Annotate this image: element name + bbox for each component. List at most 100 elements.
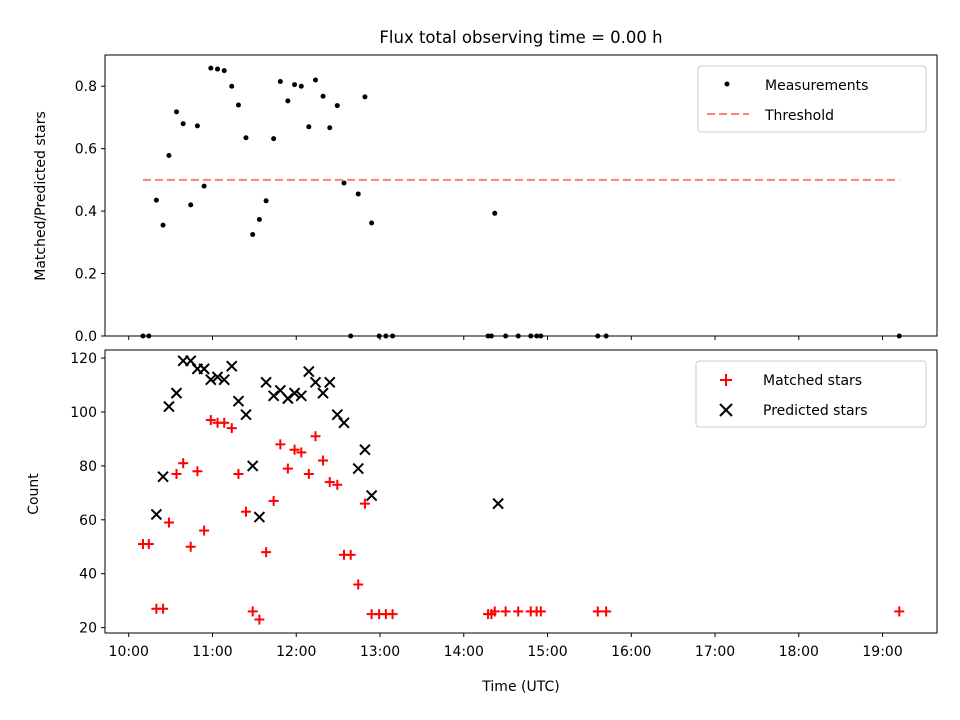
matched-star-point bbox=[387, 609, 398, 620]
legend-threshold-label: Threshold bbox=[764, 108, 834, 124]
measurement-point bbox=[235, 102, 241, 108]
predicted-star-point bbox=[309, 376, 322, 389]
measurement-point bbox=[341, 180, 347, 186]
matched-star-point bbox=[282, 463, 293, 474]
top-panel-ylabel: Matched/Predicted stars bbox=[33, 111, 49, 281]
measurement-point bbox=[334, 103, 340, 109]
bottom-legend-box bbox=[695, 360, 927, 428]
matched-star-point bbox=[289, 444, 300, 455]
x-tick-label: 10:00 bbox=[109, 644, 149, 660]
matched-star-point bbox=[303, 468, 314, 479]
matched-star-point bbox=[158, 603, 169, 614]
matched-star-point bbox=[219, 417, 230, 428]
matched-star-point bbox=[500, 606, 511, 617]
predicted-star-point bbox=[260, 376, 272, 389]
top-panel-frame bbox=[104, 54, 938, 337]
matched-star-point bbox=[332, 479, 343, 490]
predicted-star-point bbox=[352, 462, 364, 475]
matched-star-point bbox=[513, 606, 524, 617]
y-tick-label: 20 bbox=[79, 621, 97, 637]
measurement-point bbox=[201, 183, 207, 189]
measurement-point bbox=[355, 191, 361, 197]
legend-measurements-label: Measurements bbox=[765, 78, 868, 94]
measurement-point bbox=[180, 121, 186, 127]
measurement-point bbox=[160, 222, 166, 228]
predicted-star-point bbox=[150, 508, 163, 521]
bottom-panel-marks bbox=[137, 355, 905, 625]
measurement-point bbox=[263, 198, 269, 204]
measurement-point bbox=[188, 202, 194, 208]
predicted-star-point bbox=[303, 365, 315, 378]
predicted-star-point bbox=[365, 489, 378, 502]
y-tick-label: 100 bbox=[70, 405, 97, 421]
measurement-point bbox=[277, 79, 283, 85]
measurement-point bbox=[256, 217, 262, 223]
x-tick-label: 12:00 bbox=[276, 644, 316, 660]
measurement-point bbox=[215, 66, 221, 72]
predicted-star-point bbox=[359, 444, 371, 456]
measurement-point bbox=[250, 232, 256, 238]
matched-star-point bbox=[592, 606, 603, 617]
bottom-panel-frame bbox=[104, 349, 938, 634]
matched-star-point bbox=[359, 498, 370, 509]
y-tick-label: 0.2 bbox=[75, 267, 97, 283]
measurement-point bbox=[153, 197, 159, 203]
x-tick-label: 11:00 bbox=[192, 644, 232, 660]
x-tick-label: 17:00 bbox=[695, 644, 735, 660]
predicted-star-point bbox=[317, 387, 329, 399]
measurement-point bbox=[327, 125, 333, 131]
predicted-star-point bbox=[288, 387, 301, 399]
x-tick-label: 15:00 bbox=[527, 644, 567, 660]
measurement-point bbox=[362, 94, 368, 100]
matched-star-point bbox=[318, 455, 329, 466]
y-tick-label: 0.0 bbox=[75, 329, 97, 345]
predicted-star-point bbox=[170, 387, 183, 399]
top-panel-ticks: 0.0 0.2 0.4 0.6 0.8 bbox=[75, 79, 884, 345]
matched-star-point bbox=[199, 525, 210, 536]
predicted-star-point bbox=[163, 400, 175, 413]
predicted-star-point bbox=[205, 373, 217, 386]
matched-star-point bbox=[143, 539, 154, 550]
y-tick-label: 0.4 bbox=[75, 204, 97, 220]
top-legend-box bbox=[697, 65, 927, 133]
predicted-star-point bbox=[218, 373, 230, 386]
legend-matched-marker bbox=[720, 374, 732, 386]
measurement-point bbox=[313, 77, 319, 83]
y-tick-label: 0.8 bbox=[75, 79, 97, 95]
matched-star-point bbox=[535, 606, 546, 617]
measurement-point bbox=[320, 93, 326, 99]
predicted-star-point bbox=[240, 408, 252, 421]
x-tick-label: 16:00 bbox=[611, 644, 651, 660]
measurement-point bbox=[369, 220, 375, 226]
matched-star-point bbox=[192, 466, 203, 477]
matched-star-point bbox=[185, 541, 196, 552]
measurement-point bbox=[208, 65, 214, 71]
predicted-star-point bbox=[157, 470, 169, 483]
matched-star-point bbox=[324, 477, 335, 488]
measurement-point bbox=[492, 210, 498, 216]
y-tick-label: 40 bbox=[79, 567, 97, 583]
matched-star-point bbox=[601, 606, 612, 617]
predicted-star-point bbox=[198, 363, 210, 375]
matched-star-point bbox=[247, 606, 258, 617]
predicted-star-point bbox=[338, 417, 350, 429]
matched-star-point bbox=[275, 439, 286, 450]
legend-matched-label: Matched stars bbox=[763, 373, 862, 389]
matched-star-point bbox=[345, 549, 356, 560]
top-legend: Measurements Threshold bbox=[697, 65, 927, 133]
x-tick-label: 18:00 bbox=[779, 644, 819, 660]
x-tick-label: 19:00 bbox=[862, 644, 902, 660]
matched-star-point bbox=[226, 423, 237, 434]
measurement-point bbox=[243, 135, 249, 141]
measurement-point bbox=[229, 83, 235, 89]
x-tick-label: 13:00 bbox=[360, 644, 400, 660]
matched-star-point bbox=[296, 447, 307, 458]
matched-star-point bbox=[233, 468, 244, 479]
predicted-star-point bbox=[246, 460, 259, 472]
matched-star-point bbox=[240, 506, 251, 517]
bottom-panel: 20 40 60 80 100 120 10:00 11:00 12:00 13:00 14:00 1… bbox=[26, 349, 938, 660]
measurement-point bbox=[306, 124, 312, 130]
bottom-panel-ylabel: Count bbox=[26, 473, 42, 515]
chart-title: Flux total observing time = 0.00 h bbox=[379, 28, 662, 47]
